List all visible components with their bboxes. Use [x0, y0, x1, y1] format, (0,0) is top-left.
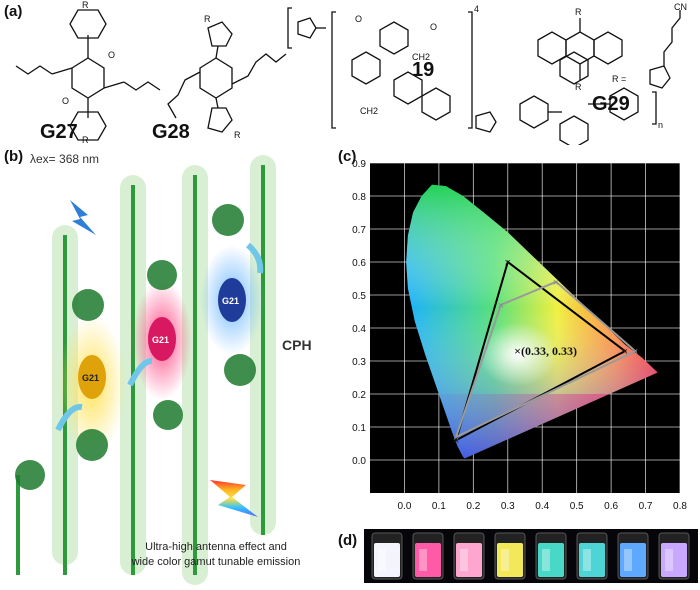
- cn-label: CN: [674, 2, 687, 12]
- polymer-19-label: 19: [412, 59, 434, 81]
- vial-photo: (d): [338, 529, 698, 583]
- data-point-marker: ×: [498, 300, 504, 312]
- panel-a: (a) R R O O G27 R R: [0, 0, 700, 149]
- guest-molecule-yellow: G21: [78, 355, 106, 399]
- gamut-triangle-2: [454, 280, 638, 439]
- y-tick-label: 0.7: [352, 225, 366, 236]
- y-tick-label: 0.3: [352, 357, 366, 368]
- excitation-lightning-icon: [70, 200, 96, 235]
- data-point-marker: ×: [622, 346, 628, 358]
- g28-label: G28: [152, 121, 190, 143]
- y-tick-label: 0.1: [352, 423, 366, 434]
- x-tick-labels: 0.0 0.1 0.2 0.3 0.4 0.5 0.6 0.7 0.8: [397, 501, 687, 512]
- x-tick-label: 0.7: [639, 501, 653, 512]
- data-point-marker: ×: [453, 435, 459, 447]
- pillar-repeat: 4: [474, 4, 479, 14]
- data-point-marker: ×: [453, 432, 459, 444]
- y-tick-label: 0.2: [352, 390, 366, 401]
- g27-structure: R R O O: [15, 0, 161, 145]
- x-tick-label: 0.2: [466, 501, 480, 512]
- host-label: CPH: [282, 337, 312, 353]
- g28-r-bottom: R: [234, 130, 241, 140]
- vial-7: [617, 532, 649, 580]
- chemical-structures: (a) R R O O G27 R R: [4, 0, 687, 149]
- vial-1: [371, 532, 403, 580]
- ch2-top: CH2: [412, 52, 430, 62]
- r-group-label: R =: [612, 74, 626, 84]
- y-tick-label: 0.4: [352, 324, 366, 335]
- x-tick-label: 0.0: [397, 501, 411, 512]
- caption-line-2: wide color gamut tunable emission: [131, 556, 301, 568]
- x-tick-label: 0.5: [570, 501, 584, 512]
- panel-b: (b) λex= 368 nm G21 G21: [0, 145, 338, 585]
- methoxy-1: O: [355, 14, 362, 24]
- g29-r-top: R: [575, 7, 582, 17]
- data-point-marker: ×: [632, 346, 638, 358]
- g27-label: G27: [40, 121, 78, 143]
- svg-text:G21: G21: [222, 296, 239, 306]
- panel-d: (d): [338, 525, 700, 585]
- data-point-marker: ×: [505, 257, 511, 269]
- panel-b-label: (b): [4, 148, 23, 165]
- y-tick-label: 0.6: [352, 258, 366, 269]
- vial-4: [494, 532, 526, 580]
- y-tick-label: 0.8: [352, 192, 366, 203]
- vial-8: [658, 532, 690, 580]
- caption-line-1: Ultra-high antenna effect and: [145, 541, 287, 553]
- host-guest-illustration: (b) λex= 368 nm G21 G21: [4, 148, 312, 585]
- g27-o-top: O: [108, 50, 115, 60]
- x-tick-label: 0.8: [673, 501, 687, 512]
- svg-text:G21: G21: [152, 335, 169, 345]
- x-tick-label: 0.3: [501, 501, 515, 512]
- panel-c: (c) 0.0 0.1 0.2 0.3 0.4 0.5 0.6 0.7 0.8 0.9 0.0 0.…: [338, 145, 700, 525]
- g27-r-bottom: R: [82, 135, 89, 145]
- vial-2: [412, 532, 444, 580]
- white-point-label: ×(0.33, 0.33): [514, 344, 577, 358]
- g29-label: G29: [592, 93, 630, 115]
- polymer-n: n: [658, 120, 663, 130]
- svg-text:G21: G21: [82, 373, 99, 383]
- g29-r-bottom: R: [575, 82, 582, 92]
- g29-structure: R R R = CN: [537, 2, 687, 92]
- x-tick-label: 0.1: [432, 501, 446, 512]
- g28-structure: R R: [167, 14, 287, 140]
- g28-r-top: R: [204, 14, 211, 24]
- excitation-label: λex= 368 nm: [30, 152, 99, 166]
- panel-c-label: (c): [338, 148, 356, 165]
- vial-3: [453, 532, 485, 580]
- gamut-triangles: ×××××××: [453, 257, 639, 447]
- ch2-bottom: CH2: [360, 106, 378, 116]
- vial-5: [535, 532, 567, 580]
- emission-lightning-icon: [210, 480, 258, 517]
- x-tick-label: 0.4: [535, 501, 549, 512]
- pillararene-rings: [15, 204, 256, 490]
- energy-transfer-arrows: [55, 242, 264, 432]
- panel-d-label: (d): [338, 532, 357, 549]
- vial-6: [576, 532, 608, 580]
- cie-chromaticity-chart: (c) 0.00.10.20.30.40.50.60.70.80.9 0.0 0.…: [338, 148, 687, 512]
- y-tick-label: 0.9: [352, 159, 366, 170]
- g27-o-bottom: O: [62, 96, 69, 106]
- methoxy-2: O: [430, 22, 437, 32]
- host-chains: [16, 155, 276, 585]
- y-tick-labels: 0.0 0.1 0.2 0.3 0.4 0.5 0.6 0.7 0.8 0.9: [352, 159, 366, 467]
- g27-r-top: R: [82, 0, 89, 10]
- panel-a-label: (a): [4, 3, 22, 20]
- guest-molecule-blue: G21: [218, 278, 246, 322]
- vials: [371, 532, 690, 580]
- y-tick-label: 0.0: [352, 456, 366, 467]
- data-point-marker: ×: [553, 277, 559, 289]
- polymer-19-structure: 4 O O CH2 CH2 n: [287, 4, 663, 149]
- y-tick-label: 0.5: [352, 291, 366, 302]
- x-tick-label: 0.6: [604, 501, 618, 512]
- guest-molecule-pink: G21: [148, 317, 176, 361]
